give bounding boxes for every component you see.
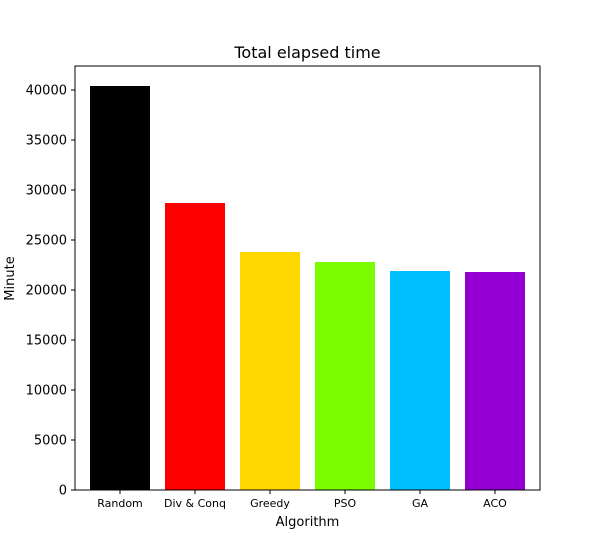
bar-2: [240, 252, 300, 490]
x-tick-label: PSO: [334, 497, 357, 510]
x-axis-label: Algorithm: [276, 515, 340, 530]
bar-3: [315, 262, 375, 490]
chart-title: Total elapsed time: [233, 43, 380, 62]
y-tick-label: 5000: [34, 434, 67, 449]
x-tick-label: Random: [97, 497, 143, 510]
x-axis: Random Div & Conq Greedy PSO GA ACO: [97, 490, 507, 510]
y-axis: 0 5000 10000 15000 20000 25000 30000 35000 40000: [26, 84, 75, 499]
bar-4: [390, 271, 450, 490]
y-tick-label: 25000: [26, 234, 67, 249]
y-tick-label: 15000: [26, 334, 67, 349]
bar-0: [90, 86, 150, 490]
y-axis-label: Minute: [3, 256, 18, 300]
y-tick-label: 0: [59, 484, 67, 499]
x-tick-label: Greedy: [250, 497, 290, 510]
y-tick-label: 35000: [26, 134, 67, 149]
y-tick-label: 40000: [26, 84, 67, 99]
plot-area: 0 5000 10000 15000 20000 25000 30000 35000 40000…: [26, 65, 541, 510]
plot-frame: [74, 65, 541, 491]
y-tick-label: 20000: [26, 284, 67, 299]
x-tick-label: Div & Conq: [164, 497, 226, 510]
bar-5: [465, 272, 525, 490]
x-tick-label: GA: [412, 497, 429, 510]
y-tick-label: 30000: [26, 184, 67, 199]
y-tick-label: 10000: [26, 384, 67, 399]
x-tick-label: ACO: [483, 497, 507, 510]
bars: [90, 86, 525, 490]
bar-1: [165, 203, 225, 490]
